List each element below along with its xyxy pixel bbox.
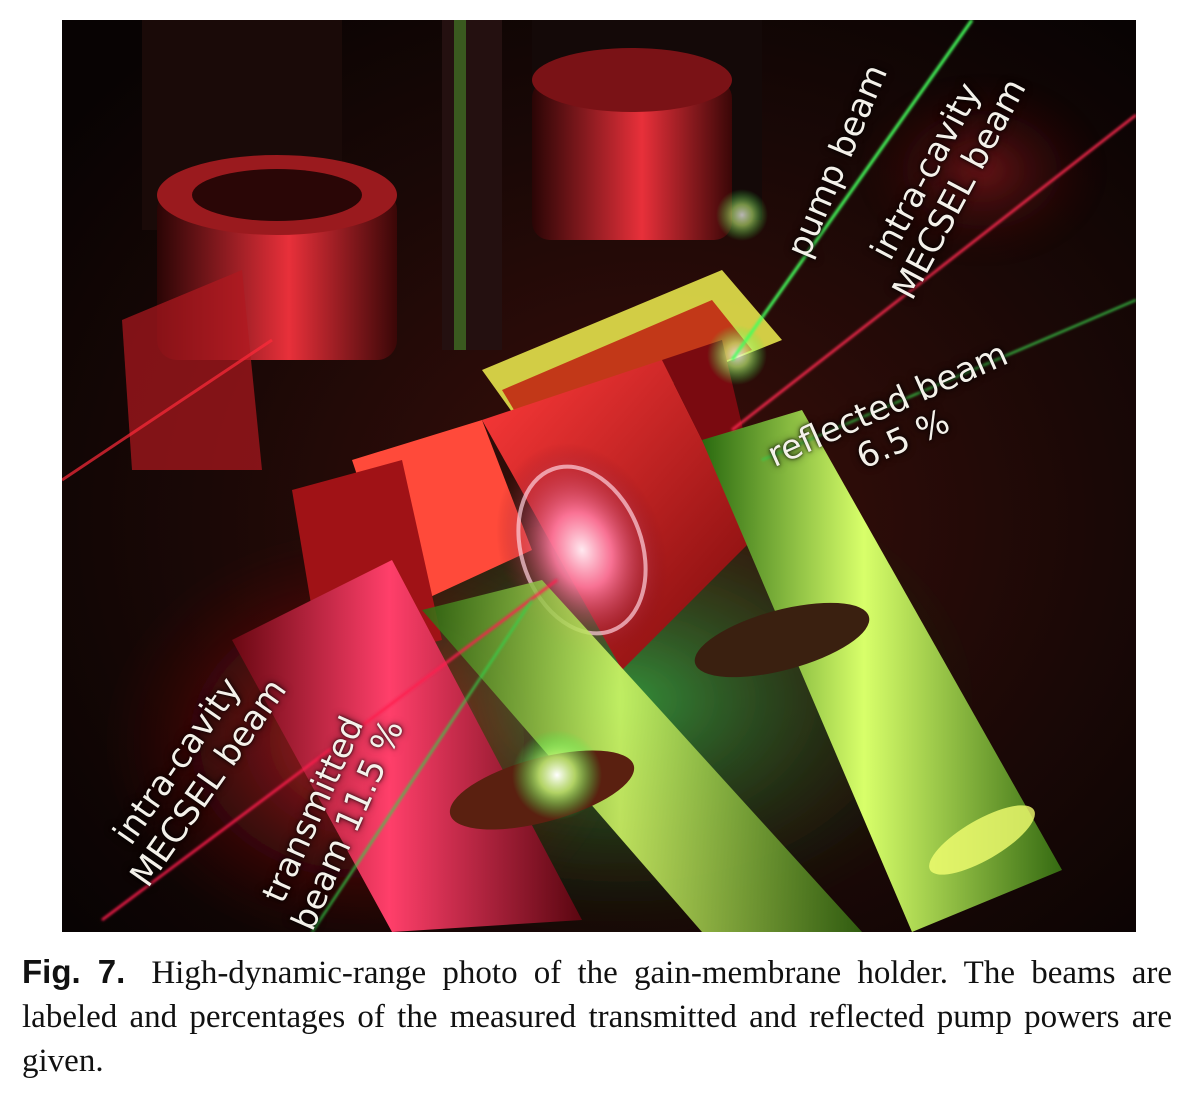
photo-illustration [62,20,1136,932]
caption-text: High-dynamic-range photo of the gain-mem… [22,955,1173,1079]
figure-caption: Fig. 7. High-dynamic-range photo of the g… [22,950,1172,1083]
hdr-photo-gain-membrane-holder: pump beam intra-cavity MECSEL beam refle… [62,20,1136,932]
figure-number: Fig. 7. [22,953,126,990]
